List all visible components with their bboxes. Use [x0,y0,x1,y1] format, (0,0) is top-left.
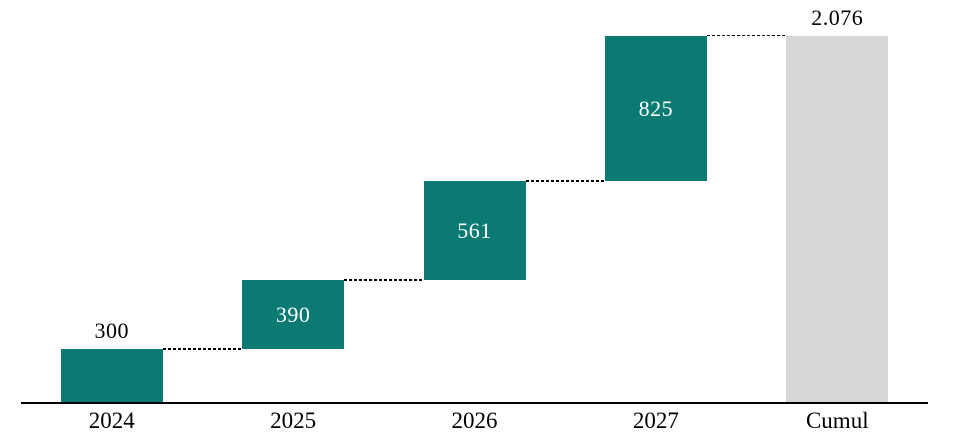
connector-line [525,180,605,182]
bar-2026: 561 [423,181,526,281]
bar-value-label: 300 [94,318,129,344]
bar-value-label: 561 [457,217,492,243]
x-axis-label-2024: 2024 [88,408,135,433]
x-axis-label-cumul: Cumul [805,408,869,433]
x-axis-label-2027: 2027 [632,408,679,433]
bar-value-label: 2.076 [811,5,864,30]
connector-line [162,348,243,350]
bar-2024 [60,349,163,402]
x-axis-label-2025: 2025 [270,408,317,433]
bar-value-label: 390 [275,301,311,327]
bar-value-label: 825 [638,95,674,121]
bar-2025: 390 [242,280,345,350]
bar-cumul [786,36,889,402]
x-axis-label-2026: 2026 [451,408,498,433]
connector-line [706,35,787,37]
bar-2027: 825 [604,36,707,182]
x-axis-line [21,402,928,404]
connector-line [344,279,424,281]
